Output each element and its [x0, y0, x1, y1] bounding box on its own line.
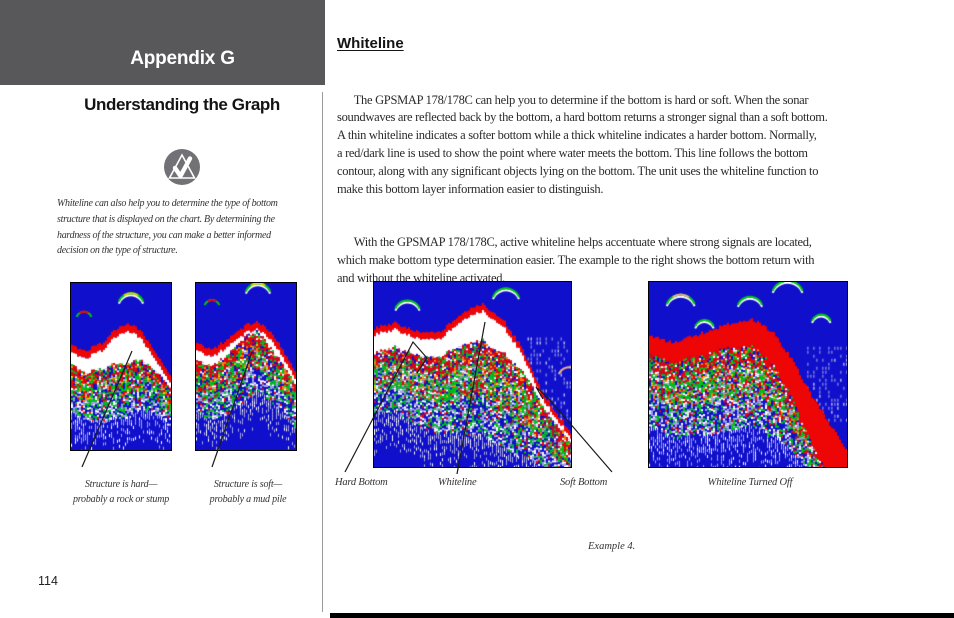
body-paragraph-2: With the GPSMAP 178/178C, active whiteli…	[337, 234, 815, 285]
example-caption: Example 4.	[588, 541, 636, 552]
column-divider	[322, 92, 323, 612]
section-title: Understanding the Graph	[84, 95, 280, 114]
body-paragraph-1: The GPSMAP 178/178C can help you to dete…	[337, 92, 828, 196]
sonar-canvas-whiteline-off	[649, 282, 847, 467]
label-whiteline: Whiteline	[438, 477, 477, 488]
bottom-bar	[330, 613, 954, 618]
sonar-canvas-structure-hard	[71, 283, 171, 450]
sonar-figure-whiteline-off	[648, 281, 848, 468]
sonar-canvas-structure-soft	[196, 283, 296, 450]
appendix-header: Appendix G	[0, 0, 325, 85]
sonar-figure-structure-soft	[195, 282, 297, 451]
caption-structure-hard: Structure is hard— probably a rock or st…	[72, 479, 170, 505]
sidebar-note: Whiteline can also help you to determine…	[57, 198, 278, 257]
sonar-figure-structure-hard	[70, 282, 172, 451]
sonar-figure-whiteline-on	[373, 281, 572, 468]
sonar-canvas-whiteline-on	[374, 282, 571, 467]
whiteline-heading: Whiteline	[337, 35, 404, 52]
caption-structure-soft: Structure is soft— probably a mud pile	[209, 479, 287, 505]
note-icon-graphic	[164, 149, 200, 185]
label-hard-bottom: Hard Bottom	[335, 477, 388, 488]
note-icon	[164, 149, 200, 185]
appendix-title: Appendix G	[130, 48, 235, 69]
body-text: The GPSMAP 178/178C can help you to dete…	[337, 56, 828, 323]
label-soft-bottom: Soft Bottom	[560, 477, 608, 488]
label-whiteline-turned-off: Whiteline Turned Off	[707, 477, 793, 488]
page-number: 114	[38, 574, 58, 588]
